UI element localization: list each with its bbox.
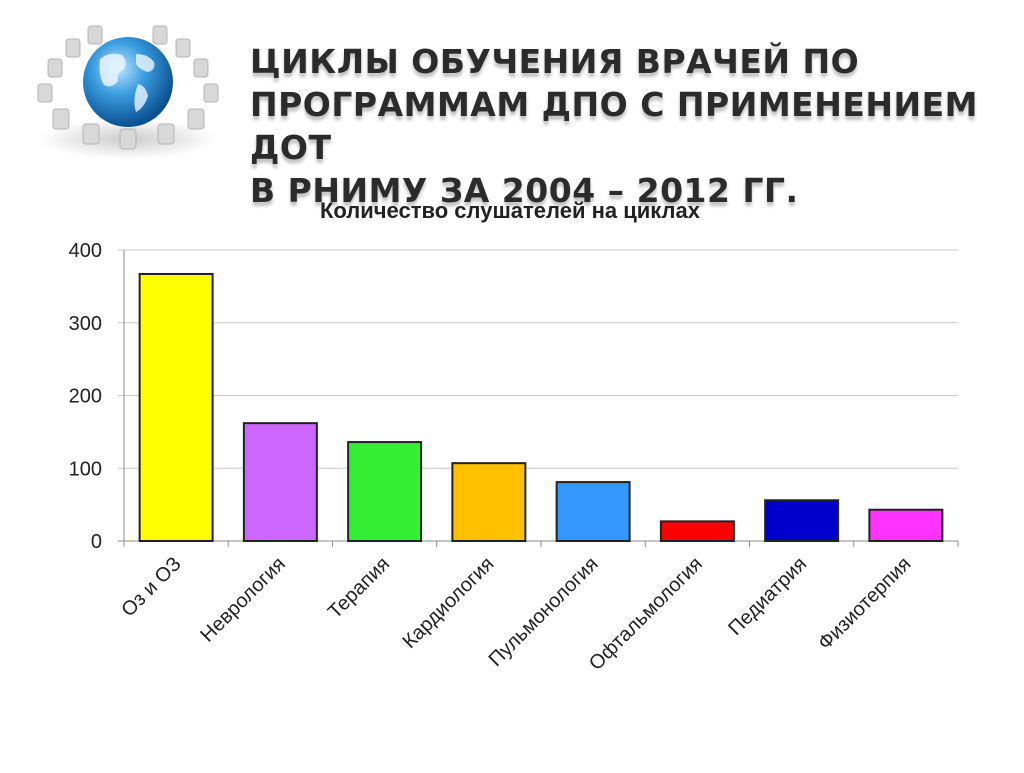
slide-title-line: программам ДПО с применением ДОТ bbox=[250, 85, 978, 167]
bar bbox=[555, 481, 631, 543]
bar bbox=[138, 273, 214, 542]
x-axis-tick-labels: Оз и ОЗ Неврология Терапия КардиологияПульм… bbox=[117, 553, 915, 675]
bar bbox=[868, 508, 944, 542]
x-tick-label: Оз и ОЗ bbox=[117, 553, 185, 621]
slide-title-line: в РНИМУ за 2004 – 2012 гг. bbox=[250, 171, 799, 210]
y-axis-tick-labels: 0 100 200 300 400 bbox=[69, 240, 102, 553]
bar bbox=[242, 422, 318, 543]
globe-logo-icon bbox=[28, 14, 228, 164]
x-tick-label: Педиатрия bbox=[724, 553, 811, 640]
x-tick-label: Терапия bbox=[324, 553, 394, 623]
bar bbox=[347, 441, 423, 542]
bar bbox=[451, 462, 527, 542]
y-tick-label: 200 bbox=[69, 386, 102, 408]
bar bbox=[659, 520, 735, 543]
x-tick-label: Пульмонология bbox=[485, 553, 603, 671]
bars bbox=[138, 273, 944, 543]
x-tick-label: Кардиология bbox=[399, 553, 499, 653]
x-tick-label: Физиотерпия bbox=[814, 553, 915, 654]
y-tick-label: 300 bbox=[69, 313, 102, 335]
slide-title-line: Циклы обучения врачей по bbox=[250, 42, 860, 81]
bar bbox=[764, 499, 840, 543]
chart-title: Количество слушателей на циклах bbox=[320, 198, 701, 223]
y-tick-label: 400 bbox=[69, 240, 102, 262]
y-tick-label: 0 bbox=[91, 531, 102, 553]
bar-chart: Количество слушателей на циклах 0 100 200 3… bbox=[0, 180, 1024, 768]
slide-title: Циклы обучения врачей по программам ДПО … bbox=[250, 40, 1010, 212]
y-tick-label: 100 bbox=[69, 458, 102, 480]
x-tick-label: Неврология bbox=[196, 553, 290, 647]
x-tick-label: Офтальмология bbox=[585, 553, 707, 675]
